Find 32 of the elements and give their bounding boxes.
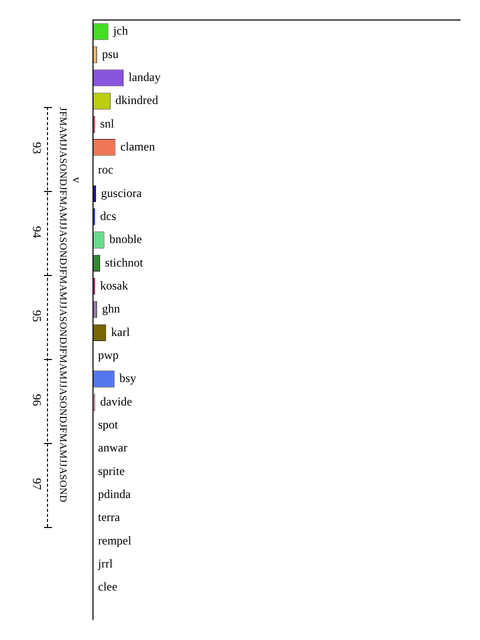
text: 94	[30, 226, 44, 238]
y-tick-label: roc	[98, 162, 114, 177]
y-tick-label: pdinda	[98, 486, 132, 501]
y-tick-label: terra	[98, 510, 121, 524]
y-tick-label: jch	[112, 24, 128, 38]
y-tick-label: clee	[98, 580, 118, 594]
y-tick-label: stichnot	[105, 255, 144, 270]
y-tick-label: davide	[100, 394, 132, 408]
y-tick-label: bnoble	[109, 232, 142, 246]
text: 95	[30, 310, 44, 322]
text: v	[70, 177, 84, 183]
text: 93	[30, 142, 44, 154]
y-tick-label: gusciora	[101, 186, 142, 200]
y-tick-label: spot	[98, 417, 119, 432]
y-tick-label: jrrl	[97, 556, 114, 570]
y-tick-label: kosak	[100, 278, 128, 292]
y-tick-label: rempel	[98, 533, 132, 548]
y-tick-label: sprite	[98, 464, 125, 478]
y-tick-label: karl	[111, 324, 130, 339]
y-tick-label: psu	[102, 46, 119, 61]
y-tick-label: dkindred	[115, 93, 158, 108]
text: 96	[30, 394, 44, 406]
y-tick-label: landay	[128, 70, 161, 84]
y-tick-label: ghn	[102, 302, 120, 316]
text: 97	[30, 478, 44, 490]
y-tick-label: bsy	[119, 371, 136, 386]
y-tick-label: pwp	[98, 348, 119, 362]
y-tick-label: dcs	[100, 209, 116, 224]
y-tick-label: anwar	[98, 440, 128, 455]
y-tick-label: snl	[100, 116, 115, 130]
y-tick-label: clamen	[120, 140, 155, 154]
text: JFMAMJJASONDJFMAMJJASONDJFMAMJJASONDJFMAMJJASONDJFMAMJJASOND	[57, 107, 68, 502]
